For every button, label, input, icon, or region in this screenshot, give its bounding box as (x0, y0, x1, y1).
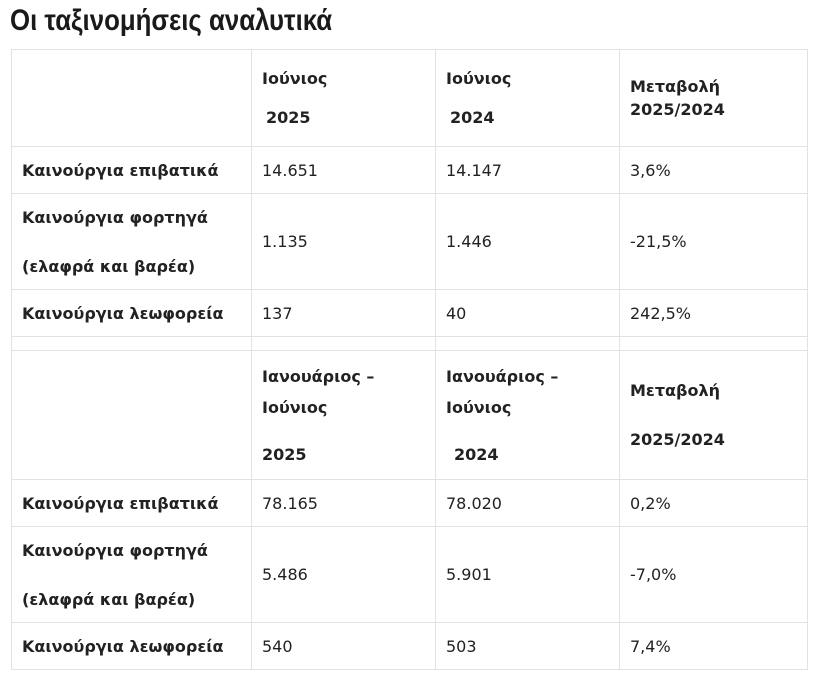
row-label: Καινούργια λεωφορεία (11, 622, 252, 670)
header-line: 2025/2024 (630, 100, 725, 119)
value-cell: 5.486 (251, 526, 436, 623)
table-row: Καινούργια φορτηγά (ελαφρά και βαρέα) 5.… (11, 526, 808, 623)
header-line: Μεταβολή (630, 77, 720, 96)
row-label: Καινούργια φορτηγά (ελαφρά και βαρέα) (11, 526, 252, 623)
table-header-row: Ιανουάριος – Ιούνιος 2025 Ιανουάριος – Ι… (11, 350, 808, 480)
row-label-line: (ελαφρά και βαρέα) (22, 256, 196, 276)
row-label: Καινούργια επιβατικά (11, 146, 252, 194)
header-cell-change: Μεταβολή 2025/2024 (619, 350, 808, 480)
header-cell-change: Μεταβολή 2025/2024 (619, 49, 808, 147)
header-line: Ιανουάριος – (446, 366, 559, 386)
row-label-line: Καινούργια φορτηγά (22, 207, 208, 227)
value-cell: 78.165 (251, 479, 436, 527)
header-line: 2025/2024 (630, 430, 725, 449)
value-cell: 540 (251, 622, 436, 670)
header-line: Ιούνιος (446, 69, 512, 88)
value-cell: 1.446 (435, 193, 620, 290)
change-cell: 3,6% (619, 146, 808, 194)
header-line: Ιούνιος (262, 69, 328, 88)
change-cell: -7,0% (619, 526, 808, 623)
header-cell-june-2025: Ιούνιος 2025 (251, 49, 436, 147)
value-cell: 5.901 (435, 526, 620, 623)
table-header-row: Ιούνιος 2025 Ιούνιος 2024 Μεταβολή 2025/… (11, 49, 808, 147)
value-cell: 1.135 (251, 193, 436, 290)
spacer-row (11, 336, 808, 351)
header-line: 2024 (454, 444, 499, 464)
row-label: Καινούργια επιβατικά (11, 479, 252, 527)
change-cell: -21,5% (619, 193, 808, 290)
row-label: Καινούργια φορτηγά (ελαφρά και βαρέα) (11, 193, 252, 290)
registrations-table: Ιούνιος 2025 Ιούνιος 2024 Μεταβολή 2025/… (11, 49, 808, 670)
header-cell-jan-jun-2025: Ιανουάριος – Ιούνιος 2025 (251, 350, 436, 480)
value-cell: 137 (251, 289, 436, 337)
table-row: Καινούργια λεωφορεία 540 503 7,4% (11, 622, 808, 670)
empty-header-cell (11, 49, 252, 147)
row-label-line: (ελαφρά και βαρέα) (22, 589, 196, 609)
header-line: Ιούνιος (262, 397, 328, 417)
page-title: Οι ταξινομήσεις αναλυτικά (10, 4, 333, 37)
header-cell-jan-jun-2024: Ιανουάριος – Ιούνιος 2024 (435, 350, 620, 480)
header-line: Ιανουάριος – (262, 366, 375, 386)
header-cell-june-2024: Ιούνιος 2024 (435, 49, 620, 147)
header-line: 2025 (262, 444, 307, 464)
empty-header-cell (11, 350, 252, 480)
change-cell: 242,5% (619, 289, 808, 337)
value-cell: 40 (435, 289, 620, 337)
header-line: Μεταβολή (630, 381, 720, 400)
header-line: 2025 (266, 108, 311, 127)
table-row: Καινούργια επιβατικά 78.165 78.020 0,2% (11, 479, 808, 527)
change-cell: 0,2% (619, 479, 808, 527)
header-line: 2024 (450, 108, 495, 127)
table-row: Καινούργια επιβατικά 14.651 14.147 3,6% (11, 146, 808, 194)
table-row: Καινούργια λεωφορεία 137 40 242,5% (11, 289, 808, 337)
row-label: Καινούργια λεωφορεία (11, 289, 252, 337)
change-cell: 7,4% (619, 622, 808, 670)
value-cell: 503 (435, 622, 620, 670)
table-row: Καινούργια φορτηγά (ελαφρά και βαρέα) 1.… (11, 193, 808, 290)
row-label-line: Καινούργια φορτηγά (22, 540, 208, 560)
value-cell: 78.020 (435, 479, 620, 527)
value-cell: 14.147 (435, 146, 620, 194)
header-line: Ιούνιος (446, 397, 512, 417)
value-cell: 14.651 (251, 146, 436, 194)
